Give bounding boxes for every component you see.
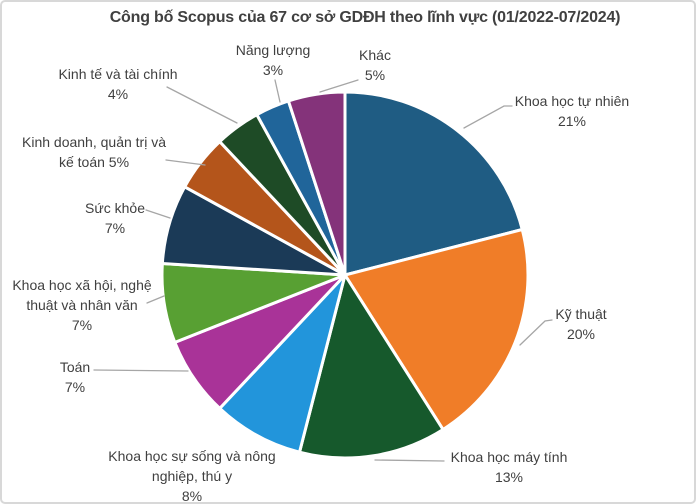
slice-label-business-mgmt-accounting: Kinh doanh, quản trị và kế toán 5% [22, 134, 166, 170]
pie-slice-life-agriculture-vet [218, 273, 347, 454]
pie-slice-other [286, 90, 347, 277]
pie-slice-computer-science [297, 273, 445, 460]
leader-line-other [319, 79, 359, 93]
slice-label-math: Toán 7% [60, 359, 90, 395]
slice-label-economics-finance: Kinh tế và tài chính 4% [58, 66, 177, 102]
pie-slice-engineering [343, 227, 530, 432]
leader-line-natural-sciences [463, 105, 513, 129]
slice-label-health: Sức khỏe 7% [85, 200, 145, 236]
leader-line-computer-science [374, 459, 445, 462]
leader-line-economics-finance [166, 86, 238, 124]
slice-label-other: Khác 5% [359, 47, 391, 83]
slice-label-computer-science: Khoa học máy tính 13% [451, 449, 568, 485]
slice-label-engineering: Kỹ thuật 20% [555, 306, 606, 342]
leader-line-engineering [519, 319, 553, 346]
leader-line-math [93, 369, 189, 372]
leader-line-health [145, 209, 171, 219]
leader-line-energy [274, 79, 281, 103]
slice-label-life-agriculture-vet: Khoa học sự sống và nông nghiệp, thú y 8% [108, 448, 275, 504]
leader-line-business-mgmt-accounting [165, 159, 206, 166]
chart-title: Công bố Scopus của 67 cơ sở GDĐH theo lĩ… [109, 9, 621, 26]
slice-label-natural-sciences: Khoa học tự nhiên 21% [515, 93, 629, 129]
pie-slice-natural-sciences [343, 90, 524, 277]
slice-label-social-arts-humanities: Khoa học xã hội, nghệ thuật và nhân văn 7% [12, 277, 152, 333]
leader-line-social-arts-humanities [146, 295, 165, 304]
slice-label-energy: Năng lượng 3% [236, 42, 311, 78]
